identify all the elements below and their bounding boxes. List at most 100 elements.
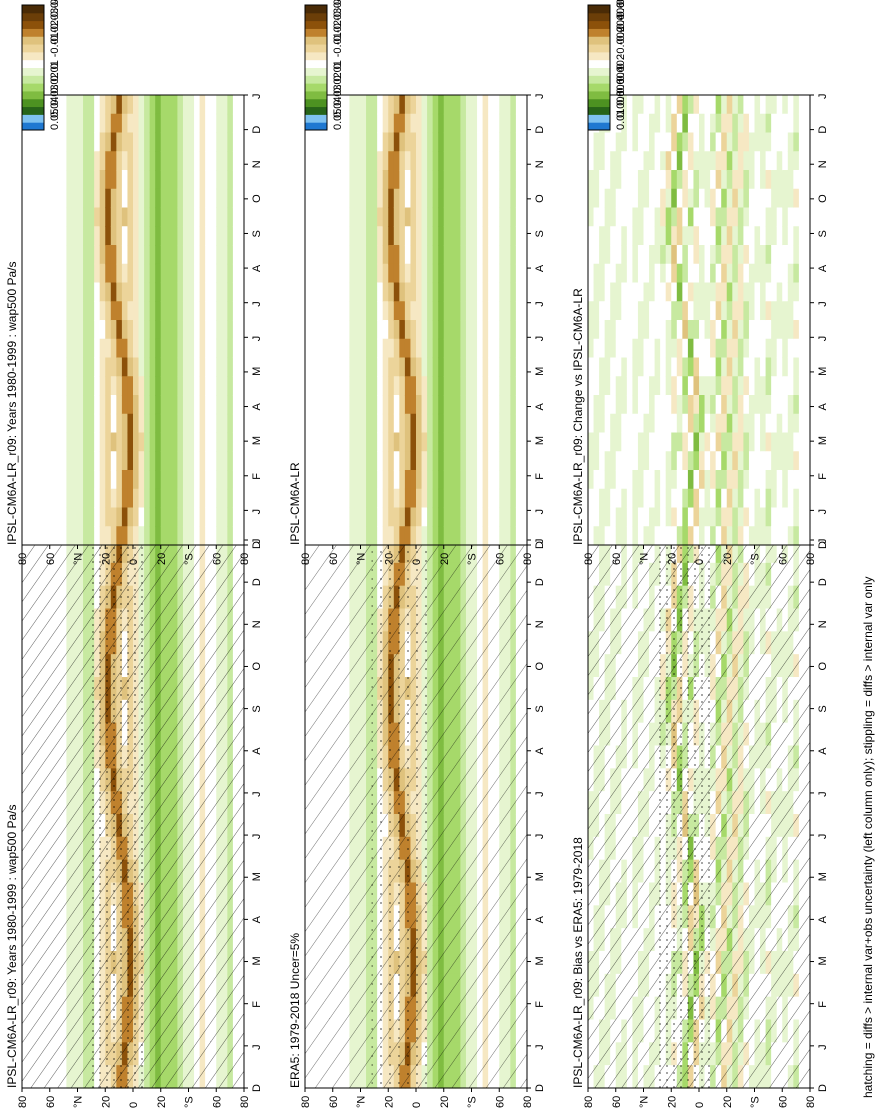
heat-cell: [316, 358, 322, 377]
heat-cell: [394, 470, 400, 489]
heat-cell: [66, 489, 72, 508]
heat-cell: [494, 395, 500, 414]
heat-cell: [344, 170, 350, 189]
heat-cell: [338, 508, 344, 527]
heat-cell: [372, 133, 378, 152]
heat-cell: [100, 414, 106, 433]
heat-cell: [222, 189, 228, 208]
heat-cell: [127, 433, 133, 452]
heat-cell: [211, 95, 217, 114]
heat-cell: [222, 320, 228, 339]
month-tick-label: N: [251, 620, 263, 628]
heat-cell: [366, 170, 372, 189]
heat-cell: [177, 151, 183, 170]
heat-cell: [477, 133, 483, 152]
heat-cell: [39, 489, 45, 508]
heat-cell: [78, 526, 84, 545]
heat-cell: [366, 133, 372, 152]
heat-cell: [155, 320, 161, 339]
heat-cell: [211, 470, 217, 489]
heat-cell: [100, 451, 106, 470]
heat-cell: [405, 301, 411, 320]
heat-cell: [78, 170, 84, 189]
heat-cell: [494, 489, 500, 508]
heat-cell: [183, 451, 189, 470]
heat-cell: [433, 339, 439, 358]
heat-cell: [222, 358, 228, 377]
heat-cell: [316, 376, 322, 395]
heat-cell: [183, 320, 189, 339]
heat-cell: [105, 526, 111, 545]
heat-cell: [44, 151, 50, 170]
heat-cell: [200, 376, 206, 395]
heat-cell: [133, 114, 139, 133]
heat-cell: [205, 376, 211, 395]
heat-cell: [111, 320, 117, 339]
heat-cell: [111, 245, 117, 264]
heat-cell: [422, 508, 428, 527]
heat-cell: [410, 414, 416, 433]
heat-cell: [410, 320, 416, 339]
heat-cell: [116, 95, 122, 114]
heat-cell: [33, 414, 39, 433]
heat-cell: [200, 470, 206, 489]
month-tick-label: S: [251, 705, 263, 712]
heat-cell: [150, 376, 156, 395]
heat-cell: [28, 358, 34, 377]
heat-cell: [410, 283, 416, 302]
heat-cell: [78, 489, 84, 508]
heat-cell: [83, 245, 89, 264]
heat-cell: [166, 339, 172, 358]
lat-tick-label: 60: [328, 1096, 340, 1108]
heat-cell: [66, 208, 72, 227]
heat-cell: [494, 320, 500, 339]
heat-cell: [444, 451, 450, 470]
heat-cell: [166, 414, 172, 433]
heat-cell: [466, 114, 472, 133]
heat-cell: [472, 339, 478, 358]
heat-cell: [116, 133, 122, 152]
heat-cell: [410, 395, 416, 414]
heat-cell: [355, 189, 361, 208]
heat-cell: [355, 320, 361, 339]
heat-cell: [94, 114, 100, 133]
heat-cell: [344, 114, 350, 133]
heat-cell: [477, 320, 483, 339]
heat-cell: [472, 114, 478, 133]
heat-cell: [227, 151, 233, 170]
heat-cell: [144, 208, 150, 227]
month-tick-label: D: [251, 126, 263, 134]
heat-cell: [488, 470, 494, 489]
heat-cell: [327, 489, 333, 508]
heat-cell: [194, 189, 200, 208]
heat-cell: [144, 133, 150, 152]
heat-cell: [466, 264, 472, 283]
heat-cell: [233, 489, 239, 508]
heat-cell: [377, 226, 383, 245]
heat-cell: [161, 283, 167, 302]
heat-cell: [50, 301, 56, 320]
heat-cell: [222, 114, 228, 133]
heat-cell: [216, 526, 222, 545]
heat-cell: [55, 301, 61, 320]
heat-cell: [33, 451, 39, 470]
month-tick-label: N: [534, 620, 546, 628]
heat-cell: [78, 95, 84, 114]
heat-cell: [383, 264, 389, 283]
heat-cell: [94, 451, 100, 470]
heat-cell: [33, 226, 39, 245]
heat-cell: [344, 151, 350, 170]
heat-cell: [150, 526, 156, 545]
heat-cell: [399, 451, 405, 470]
heat-cell: [83, 151, 89, 170]
heat-cell: [433, 470, 439, 489]
heat-cell: [388, 133, 394, 152]
heat-cell: [172, 320, 178, 339]
heat-cell: [155, 489, 161, 508]
heat-cell: [39, 451, 45, 470]
heat-cell: [116, 189, 122, 208]
heat-cell: [94, 264, 100, 283]
heat-cell: [427, 133, 433, 152]
heat-cell: [105, 470, 111, 489]
heat-cell: [388, 301, 394, 320]
